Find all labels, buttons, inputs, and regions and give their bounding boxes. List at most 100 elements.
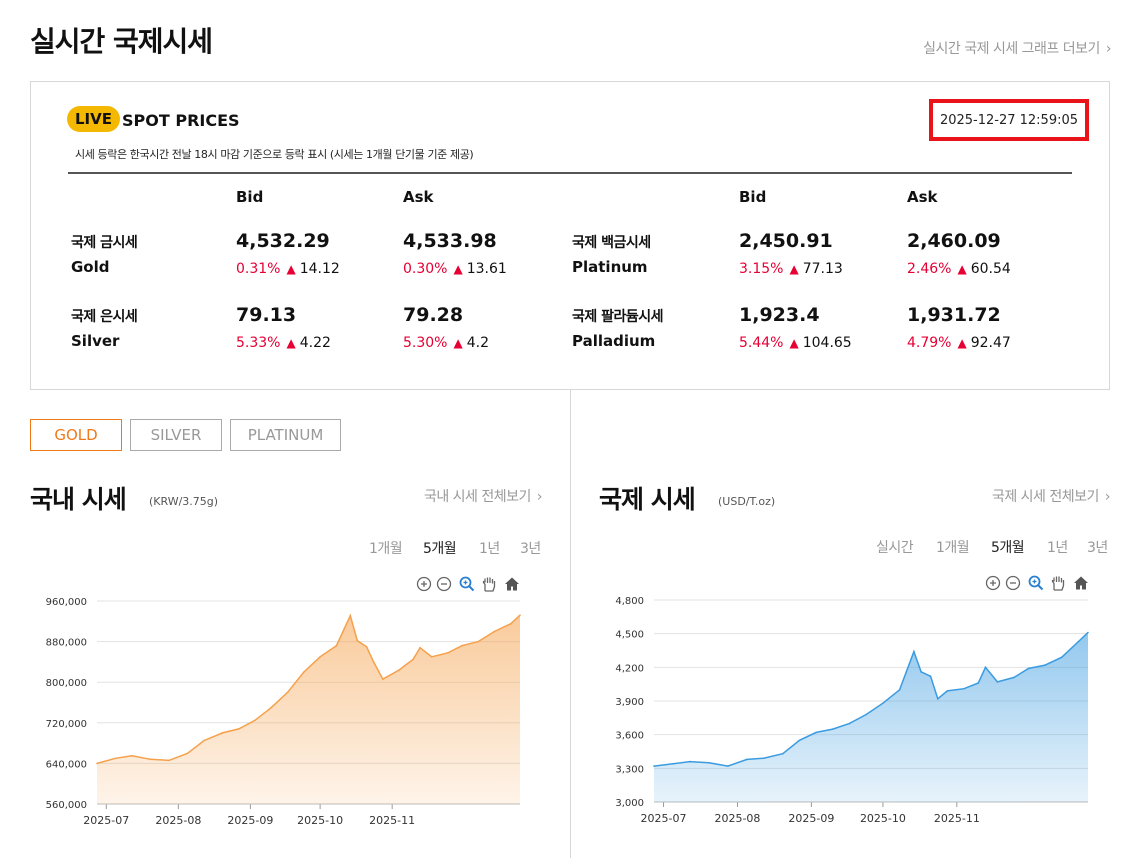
data-point xyxy=(832,728,834,730)
chevron-right-icon: › xyxy=(536,489,543,505)
y-tick-label: 880,000 xyxy=(46,638,87,649)
x-tick-label: 2025-08 xyxy=(155,814,201,827)
up-arrow-icon: ▲ xyxy=(453,262,463,276)
graph-more-link[interactable]: 실시간 국제 시세 그래프 더보기 › xyxy=(923,38,1111,58)
data-point xyxy=(898,688,901,691)
palladium-bid-change: 5.44% ▲ 104.65 xyxy=(739,335,852,351)
magnifier-icon[interactable] xyxy=(459,576,475,592)
data-point xyxy=(708,761,710,764)
intl-period-realtime[interactable]: 실시간 xyxy=(876,540,914,556)
spot-prices-title: SPOT PRICES xyxy=(122,111,240,130)
metal-name-en-palladium: Palladium xyxy=(572,332,656,350)
y-tick-label: 3,300 xyxy=(615,764,644,775)
tab-silver[interactable]: SILVER xyxy=(130,419,222,451)
data-point xyxy=(270,706,273,709)
domestic-period-1y[interactable]: 1년 xyxy=(479,541,500,557)
x-tick-label: 2025-09 xyxy=(788,812,834,825)
data-point xyxy=(286,691,289,694)
platinum-bid-change: 3.15% ▲ 77.13 xyxy=(739,261,843,277)
data-point xyxy=(727,765,729,767)
zoom-in-icon[interactable] xyxy=(416,576,432,592)
data-point xyxy=(913,650,915,653)
data-point xyxy=(963,687,965,690)
y-tick-label: 4,500 xyxy=(615,630,644,641)
international-more-link[interactable]: 국제 시세 전체보기 › xyxy=(992,486,1111,506)
data-point xyxy=(131,754,133,757)
platinum-bid-price: 2,450.91 xyxy=(739,230,833,252)
intl-period-1m[interactable]: 1개월 xyxy=(936,540,970,556)
intl-period-3y[interactable]: 3년 xyxy=(1087,540,1108,556)
data-point xyxy=(447,651,449,654)
international-title: 국제 시세 xyxy=(599,485,696,514)
data-point xyxy=(977,682,980,684)
up-arrow-icon: ▲ xyxy=(957,336,967,350)
intl-period-5m[interactable]: 5개월 xyxy=(991,540,1025,556)
data-point xyxy=(746,758,748,761)
data-point xyxy=(1077,640,1080,643)
home-icon[interactable] xyxy=(504,576,520,592)
y-tick-label: 4,200 xyxy=(615,663,644,674)
data-point xyxy=(946,690,949,692)
gold-ask-change: 0.30% ▲ 13.61 xyxy=(403,261,507,277)
y-tick-label: 4,800 xyxy=(615,596,644,607)
tab-platinum[interactable]: PLATINUM xyxy=(230,419,341,451)
zoom-out-icon[interactable] xyxy=(1005,575,1021,591)
y-tick-label: 640,000 xyxy=(46,759,87,770)
data-point xyxy=(114,757,117,760)
x-tick-label: 2025-10 xyxy=(297,814,343,827)
x-tick-label: 2025-08 xyxy=(714,812,760,825)
data-point xyxy=(865,713,868,716)
data-point xyxy=(335,644,338,647)
metal-name-en-platinum: Platinum xyxy=(572,258,648,276)
series-line xyxy=(653,631,1089,767)
x-tick-label: 2025-10 xyxy=(860,812,906,825)
silver-bid-change: 5.33% ▲ 4.22 xyxy=(236,335,331,351)
data-point xyxy=(1060,656,1063,659)
platinum-ask-diff: 60.54 xyxy=(970,261,1011,277)
silver-bid-price: 79.13 xyxy=(236,304,297,326)
palladium-ask-diff: 92.47 xyxy=(970,335,1011,351)
pan-hand-icon[interactable] xyxy=(481,576,497,592)
series-line xyxy=(96,613,521,765)
metal-name-ko-palladium: 국제 팔라듐시세 xyxy=(572,309,664,325)
data-point xyxy=(920,671,922,673)
data-point xyxy=(349,614,352,617)
series-area xyxy=(654,632,1088,802)
zoom-in-icon[interactable] xyxy=(985,575,1001,591)
domestic-more-link[interactable]: 국내 시세 전체보기 › xyxy=(424,486,543,506)
data-point xyxy=(762,757,765,760)
graph-more-label: 실시간 국제 시세 그래프 더보기 xyxy=(923,41,1100,57)
domestic-period-3y[interactable]: 3년 xyxy=(520,541,541,557)
platinum-bid-diff: 77.13 xyxy=(802,261,843,277)
data-point xyxy=(929,675,932,678)
data-point xyxy=(303,671,305,673)
metal-name-en-silver: Silver xyxy=(71,332,120,350)
international-price-chart: 3,000 3,300 3,600 3,900 4,200 4,500 4,800 2025-… xyxy=(615,596,1089,825)
domestic-period-1m[interactable]: 1개월 xyxy=(369,541,403,557)
x-tick-label: 2025-11 xyxy=(369,814,415,827)
chevron-right-icon: › xyxy=(1104,489,1111,505)
pan-hand-icon[interactable] xyxy=(1050,575,1066,591)
up-arrow-icon: ▲ xyxy=(286,336,296,350)
home-icon[interactable] xyxy=(1073,575,1089,591)
data-point xyxy=(936,697,939,700)
domestic-price-chart: 560,000 640,000 720,000 800,000 880,000 960,0… xyxy=(46,597,521,827)
silver-ask-pct: 5.30% xyxy=(403,335,448,351)
gold-bid-price: 4,532.29 xyxy=(236,230,330,252)
data-point xyxy=(186,752,189,755)
silver-ask-change: 5.30% ▲ 4.2 xyxy=(403,335,489,351)
data-point xyxy=(672,763,674,765)
magnifier-icon[interactable] xyxy=(1028,575,1044,591)
data-point xyxy=(519,614,521,617)
data-point xyxy=(430,656,433,658)
series-area xyxy=(97,615,520,804)
tab-gold[interactable]: GOLD xyxy=(30,419,122,451)
zoom-out-icon[interactable] xyxy=(436,576,452,592)
data-point xyxy=(848,722,851,725)
domestic-period-5m[interactable]: 5개월 xyxy=(423,541,457,557)
x-tick-label: 2025-11 xyxy=(934,812,980,825)
intl-period-1y[interactable]: 1년 xyxy=(1047,540,1068,556)
up-arrow-icon: ▲ xyxy=(957,262,967,276)
data-point xyxy=(149,758,152,761)
gold-bid-diff: 14.12 xyxy=(299,261,340,277)
